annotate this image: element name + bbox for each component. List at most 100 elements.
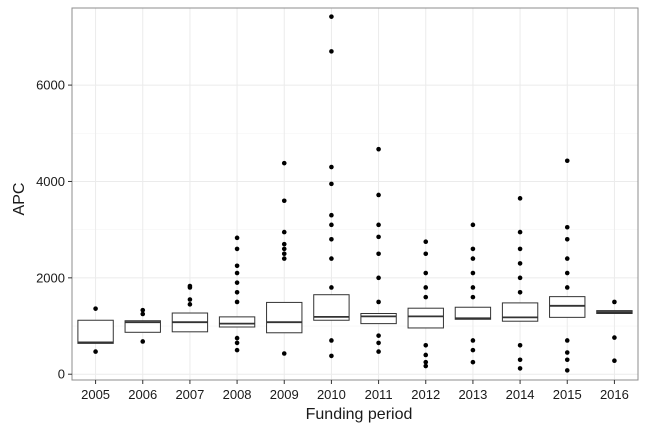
x-tick-label: 2009	[270, 387, 299, 402]
outlier-point	[234, 299, 240, 305]
x-tick-label: 2008	[223, 387, 252, 402]
outlier-point	[517, 290, 523, 295]
outlier-point	[281, 198, 287, 204]
x-tick-label: 2006	[128, 387, 157, 402]
outlier-point	[470, 294, 476, 300]
box-layer	[77, 294, 633, 344]
outlier-point	[517, 357, 523, 363]
x-tick-label: 2016	[600, 387, 629, 402]
outlier-point	[187, 302, 193, 307]
outlier-point	[281, 256, 287, 261]
box-2008	[218, 316, 256, 328]
outlier-point	[564, 357, 570, 363]
outlier-point	[93, 306, 98, 311]
outlier-point	[329, 164, 334, 170]
outlier-point	[517, 261, 523, 266]
outlier-point	[376, 333, 381, 338]
outlier-point	[517, 229, 523, 235]
y-tick-label: 4000	[36, 174, 65, 189]
outlier-point	[187, 297, 193, 302]
outlier-point	[470, 270, 476, 276]
outlier-point	[140, 307, 146, 313]
y-axis-title: APC	[11, 183, 28, 216]
outlier-point	[564, 236, 570, 242]
outlier-point	[470, 246, 476, 252]
outlier-point	[423, 343, 429, 348]
outlier-point	[187, 283, 193, 289]
outlier-point	[517, 343, 523, 348]
x-axis-title: Funding period	[306, 406, 413, 423]
outlier-point	[423, 239, 429, 245]
box-2011	[360, 313, 397, 325]
x-tick-label: 2013	[458, 387, 487, 402]
outlier-point	[376, 340, 381, 346]
x-tick-label: 2005	[81, 387, 110, 402]
outlier-point	[376, 192, 381, 198]
outlier-point	[470, 285, 476, 290]
box-2005	[77, 319, 114, 344]
outlier-point	[234, 263, 240, 269]
outlier-point	[329, 338, 334, 343]
outlier-point	[234, 347, 240, 353]
outlier-point	[281, 351, 287, 356]
outlier-point	[376, 349, 381, 354]
box-2014	[501, 302, 539, 322]
outlier-point	[376, 234, 381, 240]
outlier-point	[234, 235, 240, 241]
outlier-point	[329, 181, 334, 187]
outlier-point	[564, 270, 570, 276]
outlier-point	[423, 251, 429, 257]
x-tick-label: 2010	[317, 387, 346, 402]
outlier-point	[470, 359, 476, 365]
outlier-point	[612, 358, 617, 364]
point-layer	[93, 14, 617, 373]
outlier-point	[517, 196, 523, 201]
outlier-point	[329, 256, 334, 261]
y-tick-label: 6000	[36, 78, 65, 93]
y-tick-label: 2000	[36, 270, 65, 285]
axis-layer: 0 2000 4000 6000 2005 2006 2007 2008 2009 2010 201…	[36, 78, 629, 402]
outlier-point	[140, 339, 146, 344]
outlier-point	[470, 222, 476, 228]
outlier-point	[564, 368, 570, 373]
outlier-point	[281, 246, 287, 252]
outlier-point	[281, 241, 287, 247]
box-2013	[454, 306, 492, 320]
outlier-point	[329, 222, 334, 228]
outlier-point	[423, 285, 429, 290]
outlier-point	[470, 338, 476, 343]
outlier-point	[329, 212, 334, 218]
outlier-point	[234, 246, 240, 252]
box-2012	[407, 307, 444, 329]
outlier-point	[376, 222, 381, 228]
outlier-point	[423, 359, 429, 365]
outlier-point	[564, 285, 570, 290]
outlier-point	[376, 299, 381, 305]
outlier-point	[376, 275, 381, 281]
outlier-point	[376, 251, 381, 257]
outlier-point	[234, 340, 240, 346]
x-tick-label: 2011	[365, 387, 393, 402]
outlier-point	[564, 338, 570, 343]
outlier-point	[470, 347, 476, 353]
outlier-point	[281, 229, 287, 235]
box-2006	[124, 320, 161, 333]
outlier-point	[564, 158, 570, 164]
outlier-point	[234, 270, 240, 276]
outlier-point	[423, 270, 429, 276]
outlier-point	[423, 294, 429, 300]
outlier-point	[329, 285, 334, 290]
box-2009	[266, 301, 303, 334]
outlier-point	[612, 335, 617, 340]
outlier-point	[612, 299, 617, 305]
outlier-point	[93, 349, 98, 354]
outlier-point	[234, 335, 240, 341]
outlier-point	[281, 251, 287, 257]
outlier-point	[234, 290, 240, 295]
outlier-point	[329, 236, 334, 242]
outlier-point	[281, 160, 287, 166]
outlier-point	[329, 14, 334, 19]
x-tick-label: 2012	[411, 387, 440, 402]
x-tick-label: 2007	[175, 387, 204, 402]
